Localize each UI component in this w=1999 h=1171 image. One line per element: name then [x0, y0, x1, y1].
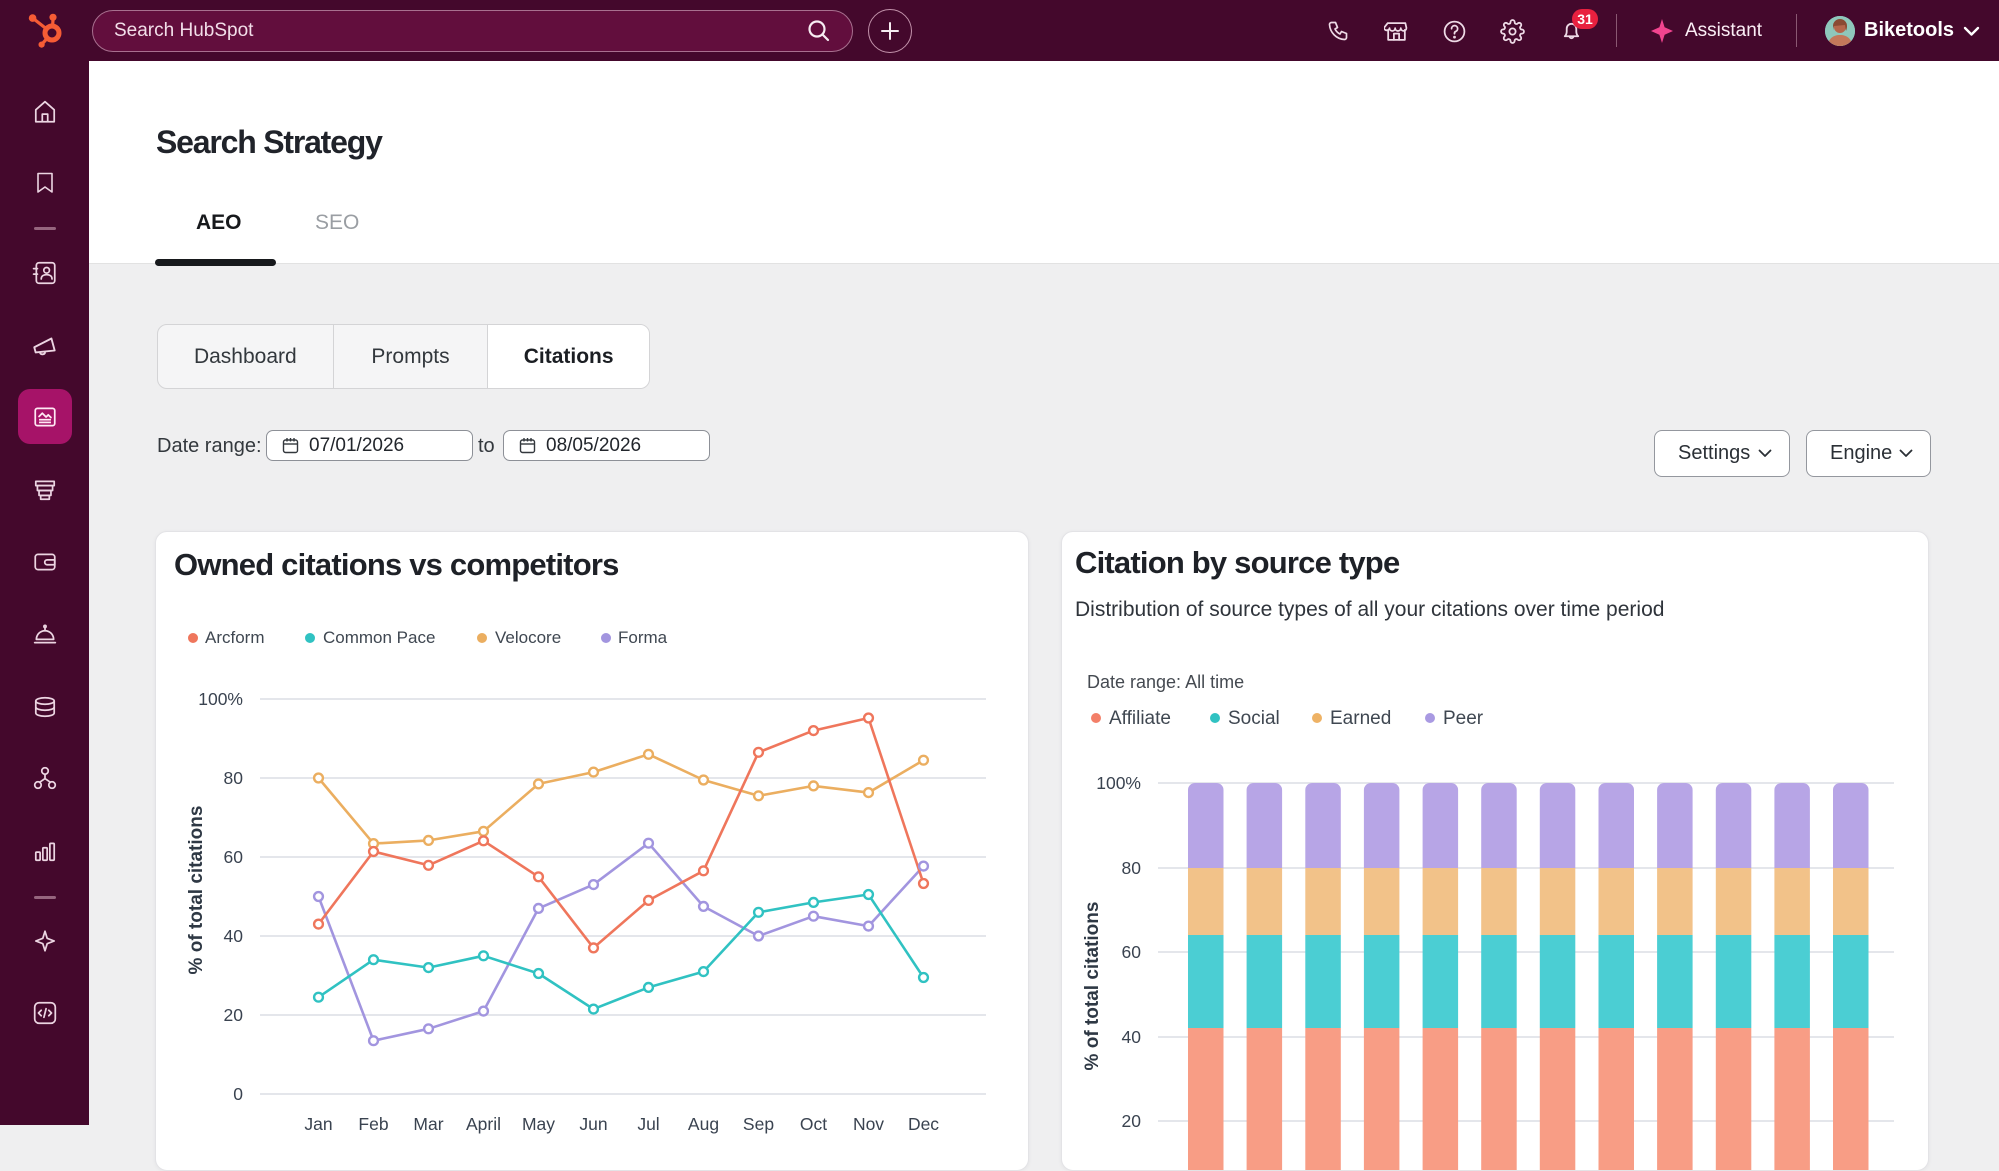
svg-text:Jan: Jan [304, 1114, 332, 1134]
svg-text:40: 40 [1122, 1027, 1142, 1047]
svg-text:% of total citations: % of total citations [186, 806, 207, 975]
svg-text:0: 0 [233, 1084, 243, 1104]
svg-text:Dec: Dec [908, 1114, 939, 1134]
svg-text:Jul: Jul [637, 1114, 659, 1134]
svg-text:80: 80 [224, 768, 244, 788]
svg-text:% of total citations: % of total citations [1082, 902, 1103, 1071]
svg-text:Aug: Aug [688, 1114, 719, 1134]
svg-text:40: 40 [224, 926, 244, 946]
svg-text:Mar: Mar [413, 1114, 443, 1134]
svg-text:80: 80 [1122, 858, 1142, 878]
svg-text:April: April [466, 1114, 501, 1134]
svg-text:100%: 100% [1096, 773, 1141, 793]
svg-text:Sep: Sep [743, 1114, 774, 1134]
svg-text:Oct: Oct [800, 1114, 827, 1134]
svg-text:Jun: Jun [579, 1114, 607, 1134]
svg-text:20: 20 [1122, 1111, 1142, 1131]
svg-text:Nov: Nov [853, 1114, 884, 1134]
svg-text:60: 60 [1122, 942, 1142, 962]
svg-text:Feb: Feb [358, 1114, 388, 1134]
svg-text:May: May [522, 1114, 555, 1134]
svg-text:100%: 100% [198, 689, 243, 709]
svg-text:60: 60 [224, 847, 244, 867]
svg-text:20: 20 [224, 1005, 244, 1025]
